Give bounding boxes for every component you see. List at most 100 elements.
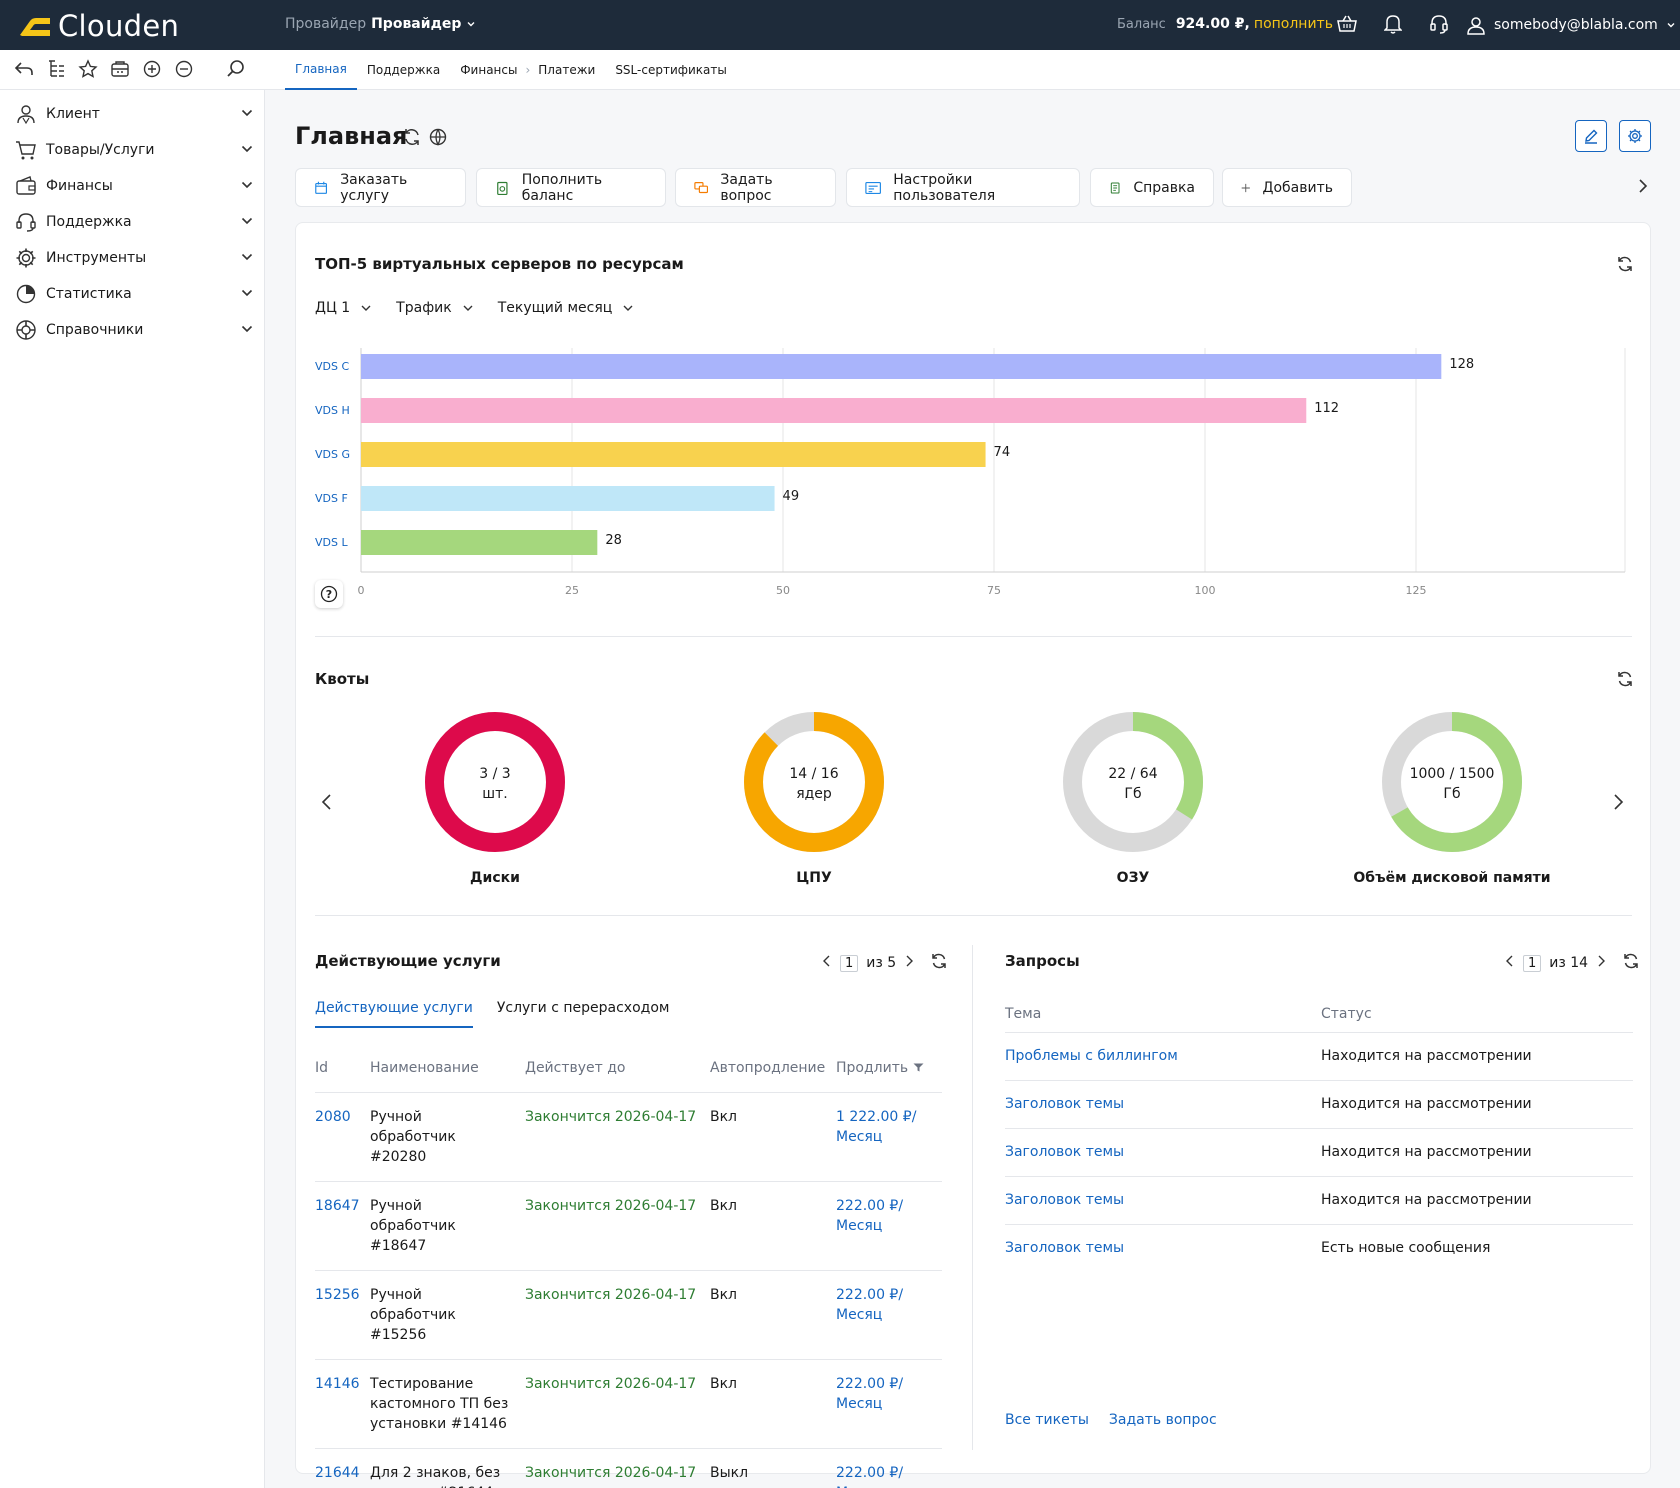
ask-question-link[interactable]: Задать вопрос [1108, 1412, 1217, 1428]
page-input[interactable]: 1 [840, 954, 859, 972]
sidebar-item-tools[interactable]: Инструменты [14, 240, 254, 276]
tab-active-services[interactable]: Действующие услуги [315, 1000, 473, 1028]
globe-icon[interactable] [428, 127, 448, 151]
table-row[interactable]: Заголовок темы Находится на рассмотрении [1005, 1128, 1633, 1177]
column-header[interactable]: Id [315, 1054, 370, 1093]
basket-icon[interactable] [1335, 12, 1359, 36]
tab-home[interactable]: Главная [285, 50, 357, 90]
column-header-label: Продлить [836, 1060, 909, 1076]
settings-button[interactable] [1619, 120, 1651, 152]
table-row[interactable]: 2080 Ручной обработчик #20280 Закончится 2… [315, 1092, 942, 1182]
all-tickets-link[interactable]: Все тикеты [1005, 1412, 1089, 1428]
search-icon[interactable] [226, 58, 246, 80]
chevron-left-icon[interactable] [320, 793, 334, 815]
edit-button[interactable] [1575, 120, 1607, 152]
chevron-left-icon[interactable] [822, 955, 832, 971]
metric-filter[interactable]: Трафик [396, 300, 474, 316]
column-header[interactable]: Автопродление [710, 1054, 836, 1093]
request-topic-link[interactable]: Заголовок темы [1005, 1144, 1125, 1160]
refresh-icon[interactable] [1622, 952, 1640, 974]
refresh-icon[interactable] [1615, 254, 1635, 274]
bar-value-label: 28 [605, 533, 622, 548]
period-filter[interactable]: Текущий месяц [498, 300, 635, 316]
service-autorenew: Вкл [710, 1287, 738, 1303]
wallet-icon[interactable] [110, 58, 130, 80]
tab-support[interactable]: Поддержка [366, 63, 441, 77]
column-header[interactable]: Тема [1005, 1004, 1321, 1033]
table-row[interactable]: 14146 Тестирование кастомного ТП без уста… [315, 1359, 942, 1449]
plus-circle-icon[interactable] [142, 58, 162, 80]
quick-action-label: Настройки пользователя [893, 171, 996, 204]
service-id-link[interactable]: 2080 [315, 1109, 351, 1125]
user-menu[interactable]: somebody@blabla.com [1466, 15, 1676, 35]
chevron-right-icon[interactable] [904, 955, 914, 971]
table-row[interactable]: 18647 Ручной обработчик #18647 Закончится … [315, 1181, 942, 1271]
service-renew-link[interactable]: 222.00 ₽/ Месяц [836, 1287, 904, 1323]
table-row[interactable]: Заголовок темы Есть новые сообщения [1005, 1225, 1633, 1273]
service-renew-link[interactable]: 222.00 ₽/ Месяц [836, 1198, 904, 1234]
quick-add-button[interactable]: Добавить [1222, 168, 1352, 207]
service-id-link[interactable]: 18647 [315, 1198, 360, 1214]
table-cell: Есть новые сообщения [1321, 1225, 1633, 1273]
sidebar-item-finances[interactable]: Финансы [14, 168, 254, 204]
quick-user-settings-button[interactable]: Настройки пользователя [846, 168, 1080, 207]
chevron-right-icon[interactable] [1636, 178, 1650, 198]
tab-ssl[interactable]: SSL-сертификаты [615, 63, 727, 77]
request-topic-link[interactable]: Проблемы с биллингом [1005, 1048, 1178, 1064]
help-button[interactable]: ? [315, 580, 343, 608]
table-row[interactable]: 15256 Ручной обработчик #15256 Закончится … [315, 1270, 942, 1360]
quick-order-service-button[interactable]: Заказать услугу [295, 168, 466, 207]
star-icon[interactable] [78, 58, 98, 80]
service-id-link[interactable]: 15256 [315, 1287, 360, 1303]
page-input[interactable]: 1 [1523, 954, 1542, 972]
bell-icon[interactable] [1381, 12, 1405, 36]
request-topic-link[interactable]: Заголовок темы [1005, 1192, 1125, 1208]
refresh-icon[interactable] [402, 127, 422, 151]
column-header[interactable]: Действует до [525, 1054, 710, 1093]
table-row[interactable]: Заголовок темы Находится на рассмотрении [1005, 1080, 1633, 1129]
quick-ask-question-button[interactable]: Задать вопрос [675, 168, 836, 207]
services-table: Id Наименование Действует до Автопродлен… [315, 1054, 942, 1488]
refresh-icon[interactable] [1615, 669, 1635, 689]
dc-filter[interactable]: ДЦ 1 [315, 300, 372, 316]
chevron-right-icon[interactable] [1611, 793, 1625, 815]
quick-help-button[interactable]: Справка [1090, 168, 1214, 207]
sidebar-item-client[interactable]: Клиент [14, 96, 254, 132]
service-id-link[interactable]: 14146 [315, 1376, 360, 1392]
refresh-icon[interactable] [930, 952, 948, 974]
y-category-label: VDS G [315, 448, 350, 461]
minus-circle-icon[interactable] [174, 58, 194, 80]
tab-overuse-services[interactable]: Услуги с перерасходом [496, 1000, 670, 1016]
table-row[interactable]: Проблемы с биллингом Находится на рассмот… [1005, 1032, 1633, 1081]
column-header[interactable]: Наименование [370, 1054, 525, 1093]
tree-icon[interactable] [46, 58, 66, 80]
chevron-right-icon[interactable] [1596, 955, 1606, 971]
service-renew-link[interactable]: 222.00 ₽/ Месяц [836, 1465, 904, 1488]
sidebar-item-products[interactable]: Товары/Услуги [14, 132, 254, 168]
headset-icon[interactable] [1427, 12, 1451, 36]
request-topic-link[interactable]: Заголовок темы [1005, 1096, 1125, 1112]
sidebar-item-statistics[interactable]: Статистика [14, 276, 254, 312]
topup-link[interactable]: пополнить [1253, 16, 1333, 32]
column-header-renew[interactable]: Продлить [836, 1054, 942, 1093]
back-icon[interactable] [14, 58, 34, 80]
provider-selector[interactable]: Провайдер Провайдер [285, 16, 476, 32]
column-header[interactable]: Статус [1321, 1004, 1633, 1033]
tab-finances[interactable]: Финансы [460, 63, 518, 77]
sidebar-item-support[interactable]: Поддержка [14, 204, 254, 240]
quick-topup-button[interactable]: Пополнить баланс [476, 168, 666, 207]
tab-payments[interactable]: Платежи [538, 63, 596, 77]
logo[interactable]: Clouden [18, 9, 179, 43]
request-topic-link[interactable]: Заголовок темы [1005, 1240, 1125, 1256]
table-row[interactable]: Заголовок темы Находится на рассмотрении [1005, 1176, 1633, 1225]
service-renew-link[interactable]: 222.00 ₽/ Месяц [836, 1376, 904, 1412]
quota-donut: 1000 / 1500 Гб Объём дисковой памяти [1302, 710, 1602, 886]
chat-icon [694, 181, 709, 193]
service-id-link[interactable]: 21644 [315, 1465, 360, 1481]
sidebar-item-references[interactable]: Справочники [14, 312, 254, 348]
table-cell: 222.00 ₽/ Месяц [836, 1359, 942, 1449]
chevron-left-icon[interactable] [1505, 955, 1515, 971]
table-row[interactable]: 21644 Для 2 знаков, без аддонов #21644 Зак… [315, 1449, 942, 1488]
service-renew-link[interactable]: 1 222.00 ₽/ Месяц [836, 1109, 917, 1145]
quota-unit-line: Гб [1124, 786, 1142, 802]
